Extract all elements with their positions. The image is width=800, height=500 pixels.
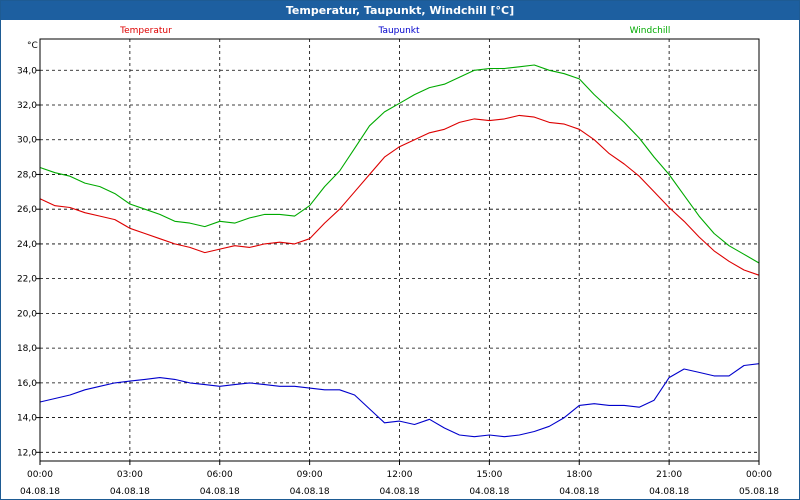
- x-tick-time-label: 09:00: [297, 470, 323, 480]
- x-tick-date-label: 04.08.18: [379, 487, 419, 497]
- y-axis-label: °C: [27, 41, 38, 51]
- x-tick-time-label: 21:00: [656, 470, 682, 480]
- x-tick-date-label: 04.08.18: [559, 487, 599, 497]
- y-tick-label: 12,0: [17, 448, 37, 458]
- x-tick-time-label: 06:00: [207, 470, 233, 480]
- y-tick-label: 18,0: [17, 344, 37, 354]
- x-tick-date-label: 04.08.18: [110, 487, 150, 497]
- legend-label-temperatur: Temperatur: [119, 26, 172, 36]
- series-layer: [39, 64, 760, 438]
- y-tick-label: 22,0: [17, 275, 37, 285]
- window-title: Temperatur, Taupunkt, Windchill [°C]: [1, 1, 799, 20]
- y-tick-label: 28,0: [17, 170, 37, 180]
- x-tick-date-label: 04.08.18: [649, 487, 689, 497]
- legend-label-windchill: Windchill: [630, 26, 671, 36]
- x-tick-date-label: 04.08.18: [469, 487, 509, 497]
- series-line-taupunkt: [39, 363, 760, 438]
- x-tick-time-label: 00:00: [746, 470, 772, 480]
- y-tick-label: 32,0: [17, 101, 37, 111]
- x-tick-time-label: 12:00: [387, 470, 413, 480]
- x-tick-date-label: 04.08.18: [20, 487, 60, 497]
- y-tick-label: 14,0: [17, 414, 37, 424]
- chart-area: 12,0 14,0 16,0 18,0 20,0 22,0 24,0 26,0 28,0 30,0…: [17, 26, 779, 497]
- plot-frame: [39, 38, 760, 462]
- y-tick-label: 34,0: [17, 66, 37, 76]
- series-line-windchill: [39, 64, 760, 264]
- x-tick-date-label: 04.08.18: [200, 487, 240, 497]
- axes-layer: 12,0 14,0 16,0 18,0 20,0 22,0 24,0 26,0 28,0 30,0…: [17, 26, 779, 497]
- x-tick-time-label: 18:00: [566, 470, 592, 480]
- x-tick-time-label: 15:00: [476, 470, 502, 480]
- x-tick-time-label: 03:00: [117, 470, 143, 480]
- y-tick-label: 30,0: [17, 136, 37, 146]
- x-tick-date-label: 05.08.18: [739, 487, 779, 497]
- x-tick-time-label: 00:00: [27, 470, 53, 480]
- legend-label-taupunkt: Taupunkt: [377, 26, 420, 36]
- y-tick-label: 16,0: [17, 379, 37, 389]
- grid-layer: [40, 39, 759, 461]
- y-tick-label: 20,0: [17, 309, 37, 319]
- y-tick-label: 26,0: [17, 205, 37, 215]
- y-tick-label: 24,0: [17, 240, 37, 250]
- x-tick-date-label: 04.08.18: [290, 487, 330, 497]
- series-line-temperatur: [39, 114, 760, 276]
